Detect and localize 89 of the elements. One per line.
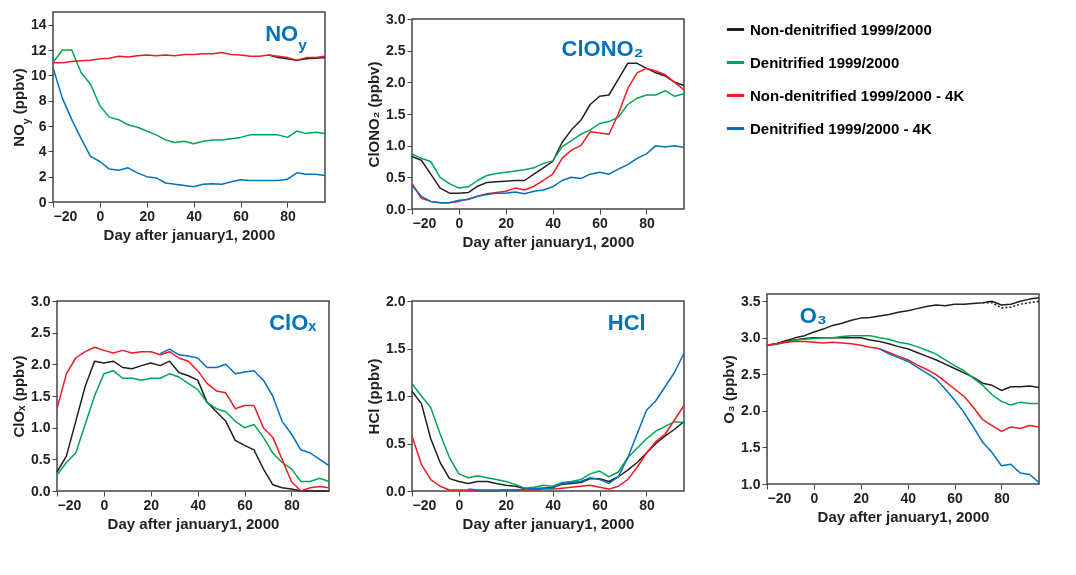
y-tick-label: 12 — [30, 41, 47, 58]
y-tick-label: 2.5 — [31, 324, 51, 341]
chart-title: O₃ — [799, 303, 827, 328]
line-series — [411, 404, 685, 492]
x-tick-label: −20 — [53, 207, 78, 224]
y-tick-label: 0.0 — [31, 482, 51, 499]
y-tick-label: 0.5 — [386, 435, 406, 451]
y-tick-label: 1.5 — [741, 438, 761, 455]
line-series — [52, 51, 326, 64]
line-series — [411, 144, 685, 204]
legend-label: Non-denitrified 1999/2000 - 4K — [750, 86, 965, 104]
x-tick-label: 0 — [810, 489, 819, 506]
y-axis-title: ClONO₂ (ppbv) — [365, 61, 383, 168]
legend-label: Non-denitrified 1999/2000 — [750, 20, 932, 38]
x-tick-label: 20 — [139, 207, 156, 224]
y-tick-label: 3.0 — [741, 329, 761, 346]
x-tick-label: −20 — [412, 214, 437, 231]
y-tick-label: 3.0 — [386, 10, 406, 27]
x-axis-title: Day after january1, 2000 — [462, 232, 635, 250]
x-tick-label: 20 — [143, 496, 160, 513]
x-tick-label: 80 — [284, 496, 300, 513]
y-tick-label: 0.5 — [386, 168, 406, 185]
chart-title: HCl — [607, 310, 646, 335]
y-tick-label: 1.5 — [386, 340, 406, 356]
x-tick-label: 20 — [498, 496, 515, 513]
y-tick-label: 10 — [30, 66, 47, 83]
x-tick-label: 80 — [639, 214, 655, 231]
y-tick-label: 14 — [30, 16, 47, 33]
x-tick-label: 60 — [947, 489, 964, 506]
x-tick-label: 0 — [455, 214, 464, 231]
text: NO$_{y}$ — [265, 21, 308, 53]
x-tick-label: 20 — [853, 489, 870, 506]
y-tick-label: 0.5 — [31, 450, 51, 467]
x-tick-label: 40 — [186, 207, 203, 224]
y-tick-label: 6 — [38, 117, 47, 134]
y-axis-title: ClOₓ (ppbv) — [10, 355, 28, 438]
y-tick-label: 0.0 — [386, 482, 406, 499]
y-tick-label: 8 — [38, 92, 47, 109]
legend-label: Denitrified 1999/2000 — [750, 53, 900, 71]
x-tick-label: 40 — [545, 214, 562, 231]
x-axis-title: Day after january1, 2000 — [817, 507, 990, 525]
x-tick-label: 20 — [498, 214, 515, 231]
x-tick-label: −20 — [412, 496, 437, 513]
x-tick-label: −20 — [767, 489, 792, 506]
y-tick-label: 2 — [38, 168, 47, 185]
y-tick-label: 2.0 — [741, 402, 761, 419]
y-tick-label: 3.0 — [31, 292, 51, 309]
x-tick-label: 0 — [96, 207, 105, 224]
x-tick-label: 80 — [280, 207, 296, 224]
x-tick-label: 0 — [100, 496, 109, 513]
y-tick-label: 2.5 — [386, 42, 406, 59]
x-tick-label: 40 — [190, 496, 207, 513]
line-series — [159, 348, 330, 467]
y-tick-label: 0 — [38, 193, 47, 210]
y-tick-label: 4 — [38, 142, 47, 159]
x-tick-label: 0 — [455, 496, 464, 513]
line-series — [467, 352, 685, 491]
y-tick-label: 0.0 — [386, 200, 406, 217]
legend-label: Denitrified 1999/2000 - 4K — [750, 119, 932, 137]
y-axis-title: HCl (ppbv) — [365, 358, 383, 435]
x-tick-label: 60 — [237, 496, 254, 513]
line-series — [411, 89, 685, 189]
x-tick-label: 60 — [592, 496, 609, 513]
y-tick-label: 2.0 — [386, 292, 406, 309]
y-tick-label: 3.5 — [741, 292, 761, 309]
y-tick-label: 1.0 — [386, 387, 406, 404]
y-tick-label: 1.0 — [386, 137, 406, 154]
text: ClONO₂ — [561, 36, 644, 61]
line-series — [52, 66, 326, 188]
x-tick-label: 80 — [994, 489, 1010, 506]
x-tick-label: 60 — [233, 207, 250, 224]
x-tick-label: 40 — [900, 489, 917, 506]
y-tick-label: 2.0 — [386, 73, 406, 90]
x-tick-label: −20 — [57, 496, 82, 513]
y-axis-title: O₃ (ppbv) — [720, 355, 738, 424]
y-tick-label: 1.5 — [386, 105, 406, 122]
y-tick-label: 1.0 — [741, 475, 761, 492]
x-tick-label: 60 — [592, 214, 609, 231]
x-axis-title: Day after january1, 2000 — [462, 514, 635, 532]
y-tick-label: 2.5 — [741, 365, 761, 382]
x-axis-title: Day after january1, 2000 — [103, 225, 276, 243]
x-tick-label: 80 — [639, 496, 655, 513]
y-tick-label: 2.0 — [31, 355, 51, 372]
x-tick-label: 40 — [545, 496, 562, 513]
y-tick-label: 1.5 — [31, 387, 51, 404]
y-tick-label: 1.0 — [31, 419, 51, 436]
x-axis-title: Day after january1, 2000 — [107, 514, 280, 532]
chart-title: ClOₓ — [269, 310, 318, 335]
line-series — [878, 348, 1040, 484]
